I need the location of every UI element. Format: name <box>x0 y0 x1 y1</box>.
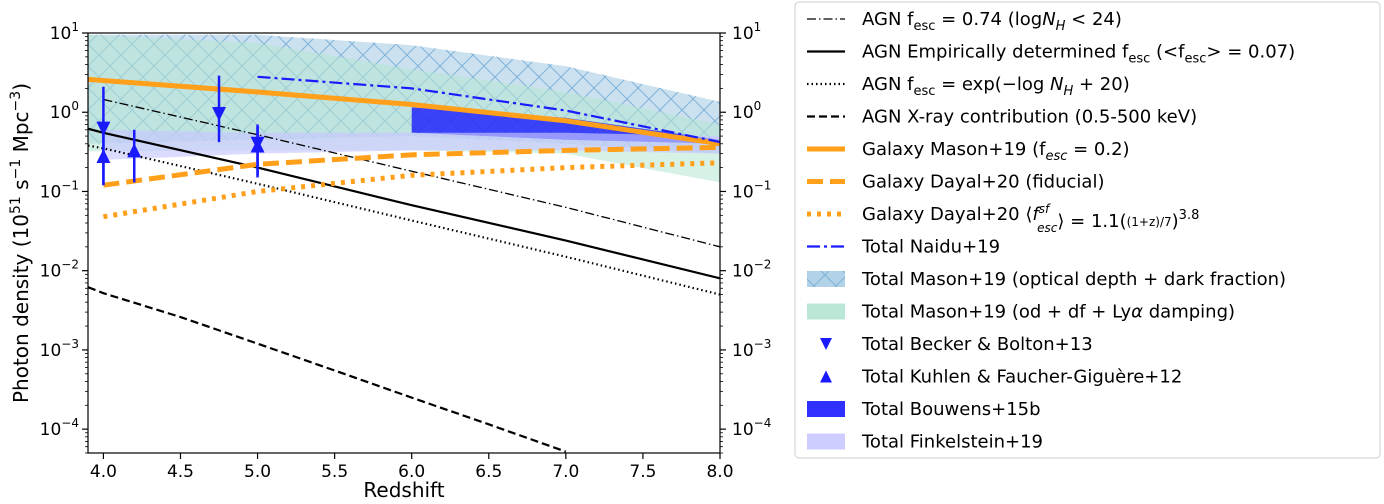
x-axis-label: Redshift <box>363 478 444 502</box>
series-agn-empirically-determined-f-esc-f-esc-0-07 <box>88 127 720 280</box>
plot-lines <box>88 75 720 453</box>
y-tick-label-right: 10−4 <box>732 416 771 440</box>
legend-label: Total Bouwens+15b <box>861 399 1041 420</box>
legend-swatch <box>820 338 832 350</box>
legend-item: Galaxy Mason+19 (fesc = 0.2) <box>807 139 1130 164</box>
point-total-becker-bolton-13 <box>212 75 227 143</box>
y-tick-label-right: 10−1 <box>732 178 771 202</box>
legend-label: Total Mason+19 (od + df + Lyα damping) <box>861 302 1235 323</box>
legend-frame <box>794 1 1381 459</box>
point-marker <box>96 149 111 164</box>
y-tick-label-right: 10−2 <box>732 258 771 282</box>
legend-label: AGN X-ray contribution (0.5-500 keV) <box>862 107 1197 128</box>
series-galaxy-dayal-20-f-esc-sf-1-1-1-z-7-3-8 <box>103 160 720 220</box>
legend-label: Galaxy Mason+19 (fesc = 0.2) <box>862 139 1130 164</box>
y-tick-label: 10−4 <box>40 416 79 440</box>
x-tick-label: 6.0 <box>398 462 425 482</box>
legend-item: Total Kuhlen & Faucher-Giguère+12 <box>820 367 1182 388</box>
legend-label: Galaxy Dayal+20 ⟨fsf esc⟩ = 1.1((1+z)/7)3… <box>862 202 1199 235</box>
legend-item: Total Mason+19 (od + df + Lyα damping) <box>807 302 1235 323</box>
legend-label: AGN Empirically determined fesc (<fesc> … <box>862 42 1295 67</box>
legend-label: AGN fesc = exp(−log NH + 20) <box>862 74 1130 99</box>
y-tick-label: 101 <box>50 20 79 44</box>
series-agn-f-esc-exp-log-n-h-20 <box>88 144 720 296</box>
x-tick-label: 5.5 <box>321 462 348 482</box>
legend-label: Total Mason+19 (optical depth + dark fra… <box>861 269 1286 290</box>
series-agn-x-ray-contribution-0-5-500-kev <box>88 286 567 453</box>
series-agn-f-esc-0-74-logn-h-24 <box>103 98 720 248</box>
legend-item: Galaxy Dayal+20 (fiducial) <box>807 172 1104 193</box>
series-galaxy-dayal-20-fiducial <box>103 144 720 188</box>
x-tick-label: 7.5 <box>629 462 656 482</box>
point-total-kuhlen-faucher-gigu-re-12 <box>127 129 142 183</box>
x-tick-label: 7.0 <box>552 462 579 482</box>
point-marker <box>127 143 142 158</box>
x-tick-label: 4.0 <box>90 462 117 482</box>
x-axis: 4.0 4.5 5.0 5.5 6.0 6.5 7.0 7.5 8.0 <box>90 453 734 482</box>
legend-label: AGN fesc = 0.74 (logNH < 24) <box>862 9 1122 34</box>
plot-bands <box>88 34 720 183</box>
y-tick-label-right: 100 <box>732 99 761 123</box>
legend: AGN fesc = 0.74 (logNH < 24) AGN Empirica… <box>794 1 1381 459</box>
y-axis: 10−4 10−3 10−2 10−1 100 101 <box>40 20 88 454</box>
legend-swatch <box>820 370 832 383</box>
legend-item: Total Bouwens+15b <box>807 399 1041 420</box>
legend-label: Total Kuhlen & Faucher-Giguère+12 <box>861 367 1182 388</box>
legend-item: AGN fesc = exp(−log NH + 20) <box>807 74 1130 99</box>
point-total-kuhlen-faucher-gigu-re-12 <box>96 129 111 186</box>
point-marker <box>212 106 227 121</box>
legend-label: Total Finkelstein+19 <box>861 432 1043 453</box>
legend-item: AGN fesc = 0.74 (logNH < 24) <box>807 9 1122 34</box>
legend-swatch <box>807 303 845 320</box>
legend-label: Total Becker & Bolton+13 <box>861 334 1093 355</box>
y-tick-label: 100 <box>50 99 79 123</box>
legend-swatch-hatch <box>807 271 845 287</box>
y-tick-label-right: 101 <box>732 20 761 44</box>
legend-swatch <box>807 401 845 417</box>
y-axis-label: Photon density (1051 s−1 Mpc−3) <box>8 83 33 403</box>
series-galaxy-mason-19-f-esc-0-2 <box>88 76 720 147</box>
legend-label: Galaxy Dayal+20 (fiducial) <box>862 172 1104 193</box>
legend-item: Total Mason+19 (optical depth + dark fra… <box>807 269 1286 290</box>
plot-points <box>96 75 265 186</box>
legend-item: Galaxy Dayal+20 ⟨fsf esc⟩ = 1.1((1+z)/7)3… <box>807 202 1199 235</box>
x-tick-label: 8.0 <box>706 462 733 482</box>
legend-item: Total Naidu+19 <box>807 237 1000 258</box>
y-tick-label: 10−2 <box>40 258 79 282</box>
y-tick-label: 10−1 <box>40 178 79 202</box>
series-total-naidu-19 <box>257 75 720 144</box>
point-total-kuhlen-faucher-gigu-re-12 <box>250 127 265 178</box>
x-tick-label: 4.5 <box>167 462 194 482</box>
plot-frame <box>87 32 721 454</box>
point-marker <box>96 121 111 136</box>
legend-item: Total Becker & Bolton+13 <box>820 334 1093 355</box>
y-tick-label-right: 10−3 <box>732 337 771 361</box>
legend-item: AGN X-ray contribution (0.5-500 keV) <box>807 107 1197 128</box>
legend-item: AGN Empirically determined fesc (<fesc> … <box>807 42 1295 67</box>
y-axis-right: 10−4 10−3 10−2 10−1 100 101 <box>720 20 771 454</box>
x-tick-label: 6.5 <box>475 462 502 482</box>
legend-swatch <box>807 433 845 450</box>
legend-item: Total Finkelstein+19 <box>807 432 1043 453</box>
point-marker <box>250 138 265 153</box>
legend-label: Total Naidu+19 <box>861 237 1000 258</box>
x-tick-label: 5.0 <box>244 462 271 482</box>
y-tick-label: 10−3 <box>40 337 79 361</box>
